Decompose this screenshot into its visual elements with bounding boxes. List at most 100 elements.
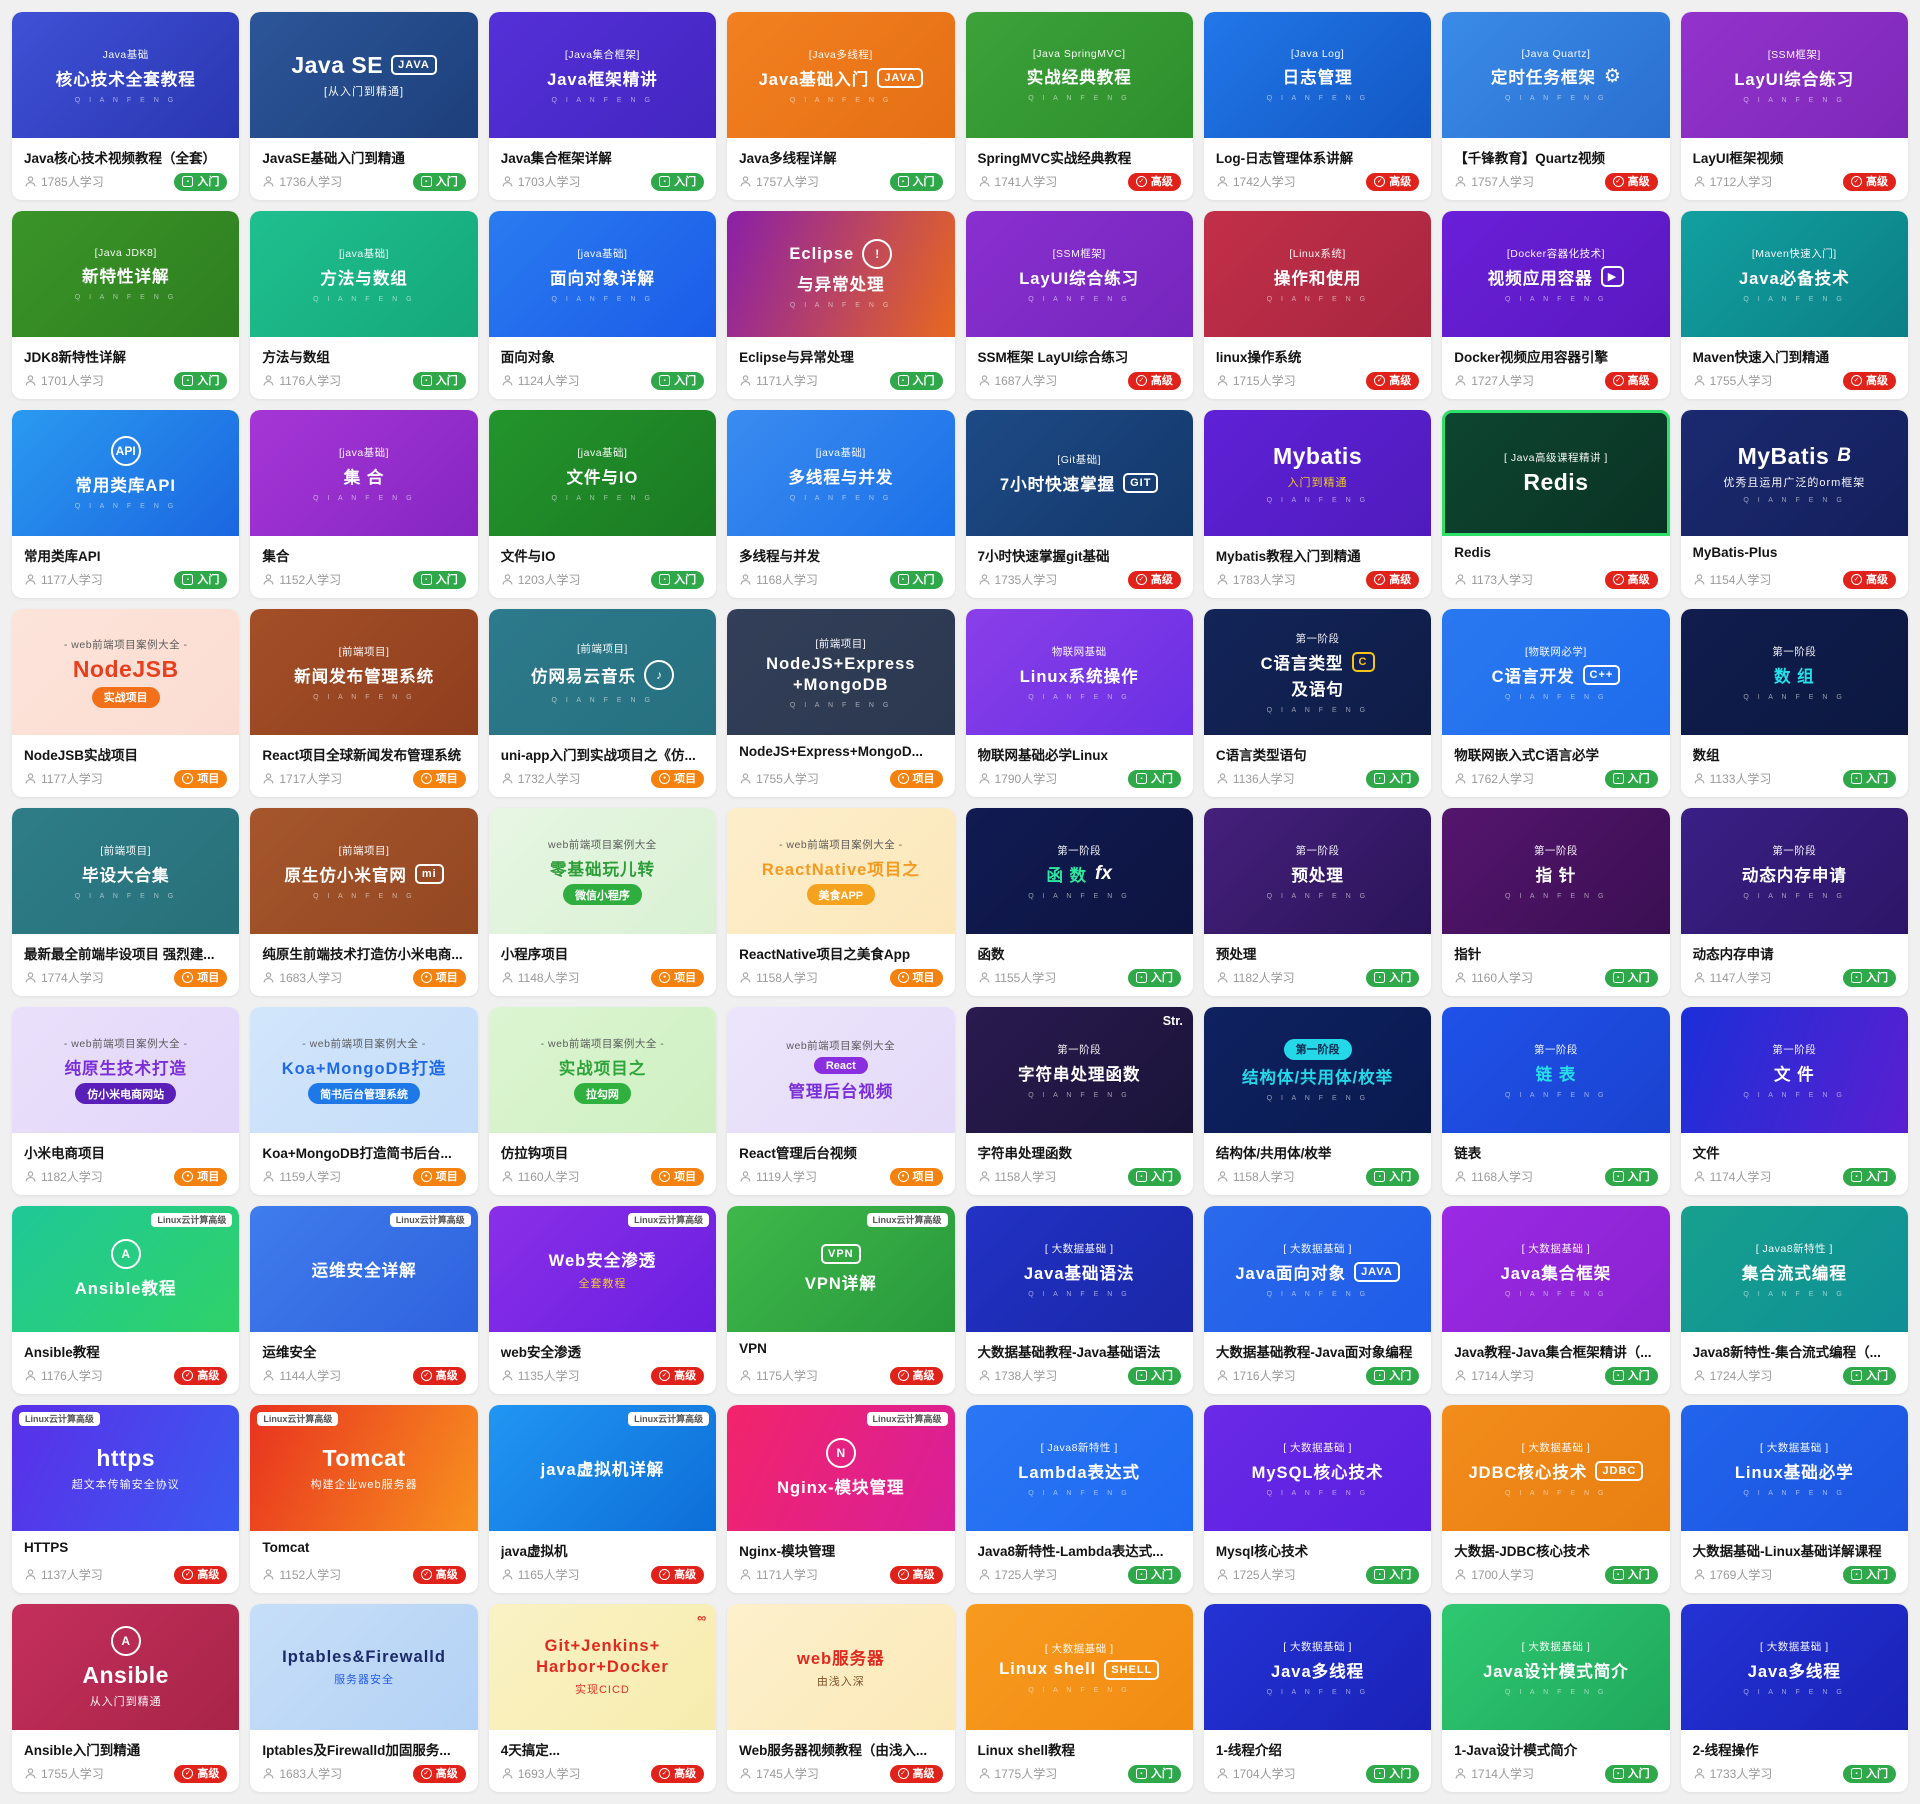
thumb-label: 物联网基础 bbox=[1051, 645, 1107, 658]
learner-count-text: 1724人学习 bbox=[1709, 1369, 1773, 1384]
course-thumbnail: [Java SpringMVC] 实战经典教程 Q I A N F E N G bbox=[965, 12, 1193, 138]
course-card[interactable]: [Maven快速入门] Java必备技术 Q I A N F E N G Mav… bbox=[1680, 211, 1908, 399]
course-card[interactable]: [物联网必学] C语言开发 C++ Q I A N F E N G 物联网嵌入式… bbox=[1442, 609, 1670, 797]
course-card[interactable]: 第一阶段 结构体/共用体/枚举 Q I A N F E N G 结构体/共用体/… bbox=[1203, 1007, 1432, 1195]
course-card[interactable]: [Java JDK8] 新特性详解 Q I A N F E N G JDK8新特… bbox=[12, 211, 240, 399]
course-card[interactable]: Linux云计算高级 A Ansible教程 Ansible教程 bbox=[12, 1206, 240, 1394]
course-card[interactable]: [ Java8新特性 ] Lambda表达式 Q I A N F E N G J… bbox=[965, 1405, 1193, 1593]
course-card[interactable]: 物联网基础 Linux系统操作 Q I A N F E N G 物联网基础必学L… bbox=[965, 609, 1193, 797]
course-card[interactable]: MyBatis B 优秀且运用广泛的orm框架 Q I A N F E N G … bbox=[1680, 410, 1908, 598]
course-card[interactable]: 第一阶段 链 表 Q I A N F E N G 链表 1168人学习 bbox=[1442, 1007, 1670, 1195]
learner-count: 1716人学习 bbox=[1216, 1367, 1296, 1384]
course-card[interactable]: - web前端项目案例大全 - 实战项目之 拉勾网 仿拉钩项目 1160人学 bbox=[488, 1007, 717, 1195]
course-card[interactable]: [Java Log] 日志管理 Q I A N F E N G Log-日志管理… bbox=[1203, 12, 1432, 200]
course-card[interactable]: [ Java高级课程精讲 ] Redis Redis 1173人学习 bbox=[1442, 410, 1670, 598]
course-card[interactable]: 第一阶段 数 组 Q I A N F E N G 数组 1133人学习 bbox=[1680, 609, 1908, 797]
course-card[interactable]: [SSM框架] LayUI综合练习 Q I A N F E N G SSM框架 … bbox=[965, 211, 1193, 399]
course-card[interactable]: [ 大数据基础 ] Java多线程 Q I A N F E N G 1-线程介绍 bbox=[1203, 1604, 1432, 1792]
course-card[interactable]: [Linux系统] 操作和使用 Q I A N F E N G linux操作系… bbox=[1203, 211, 1432, 399]
course-card[interactable]: A Ansible 从入门到精通 Ansible入门到精通 1755人学习 bbox=[12, 1604, 240, 1792]
course-card[interactable]: - web前端项目案例大全 - NodeJSB 实战项目 NodeJSB实战项目 bbox=[12, 609, 240, 797]
course-card[interactable]: [Java集合框架] Java框架精讲 Q I A N F E N G Java… bbox=[488, 12, 717, 200]
course-card[interactable]: - web前端项目案例大全 - 纯原生技术打造 仿小米电商网站 小米电商项目 bbox=[12, 1007, 240, 1195]
thumb-brand: Q I A N F E N G bbox=[1266, 95, 1369, 102]
course-card[interactable]: [ Java8新特性 ] 集合流式编程 Q I A N F E N G Java… bbox=[1680, 1206, 1908, 1394]
level-badge: 项目 bbox=[889, 968, 943, 987]
course-card[interactable]: Linux云计算高级 VPN VPN详解 VPN bbox=[727, 1206, 955, 1394]
course-card[interactable]: [ 大数据基础 ] Java集合框架 Q I A N F E N G Java教… bbox=[1442, 1206, 1670, 1394]
course-card[interactable]: [ 大数据基础 ] Java多线程 Q I A N F E N G 2-线程操作 bbox=[1680, 1604, 1908, 1792]
level-badge-text: 高级 bbox=[1627, 374, 1650, 387]
course-card[interactable]: Java基础 核心技术全套教程 Q I A N F E N G Java核心技术… bbox=[12, 12, 240, 200]
course-card[interactable]: Iptables&Firewalld 服务器安全 Iptables及Firewa… bbox=[250, 1604, 478, 1792]
course-card[interactable]: [ 大数据基础 ] Linux shell SHELL Q I A N F E … bbox=[965, 1604, 1193, 1792]
course-card[interactable]: Linux云计算高级 Tomcat 构建企业web服务器 Tomcat bbox=[250, 1405, 478, 1593]
thumb-title: 动态内存申请 bbox=[1741, 866, 1847, 885]
course-card[interactable]: Linux云计算高级 N Nginx-模块管理 Nginx-模块管理 bbox=[727, 1405, 955, 1593]
course-card[interactable]: [java基础] 方法与数组 Q I A N F E N G 方法与数组 1 bbox=[250, 211, 478, 399]
course-thumbnail: [ 大数据基础 ] Java多线程 Q I A N F E N G bbox=[1680, 1604, 1908, 1730]
course-card[interactable]: [Java多线程] Java基础入门 JAVA Q I A N F E N G … bbox=[727, 12, 955, 200]
learner-count: 1148人学习 bbox=[501, 969, 580, 986]
course-card[interactable]: [Git基础] 7小时快速掌握 GIT 7小时快速掌握git基础 1735人 bbox=[965, 410, 1193, 598]
level-badge-icon bbox=[1851, 1171, 1862, 1183]
course-card[interactable]: [ 大数据基础 ] Java设计模式简介 Q I A N F E N G 1-J… bbox=[1442, 1604, 1670, 1792]
course-card[interactable]: 第一阶段 函 数 fx Q I A N F E N G 函数 1155人学习 bbox=[965, 808, 1193, 996]
course-title: 指针 bbox=[1454, 947, 1482, 962]
course-card[interactable]: Str. 第一阶段 字符串处理函数 Q I A N F E N G 字符串处理函… bbox=[965, 1007, 1193, 1195]
course-card[interactable]: [Java SpringMVC] 实战经典教程 Q I A N F E N G … bbox=[965, 12, 1193, 200]
course-card[interactable]: 第一阶段 文 件 Q I A N F E N G 文件 1174人学习 bbox=[1680, 1007, 1908, 1195]
course-card[interactable]: [java基础] 面向对象详解 Q I A N F E N G 面向对象 1 bbox=[488, 211, 717, 399]
course-card[interactable]: web前端项目案例大全 React 管理后台视频 React管理后台视频 1 bbox=[727, 1007, 955, 1195]
course-card[interactable]: 第一阶段 预处理 Q I A N F E N G 预处理 1182人学习 bbox=[1203, 808, 1432, 996]
course-card[interactable]: API 常用类库API Q I A N F E N G 常用类库API 1177… bbox=[12, 410, 240, 598]
person-icon bbox=[1694, 574, 1705, 585]
course-card[interactable]: [ 大数据基础 ] Linux基础必学 Q I A N F E N G 大数据基… bbox=[1680, 1405, 1908, 1593]
course-card[interactable]: - web前端项目案例大全 - Koa+MongoDB打造 简书后台管理系统 K… bbox=[250, 1007, 478, 1195]
person-icon bbox=[263, 1768, 274, 1779]
course-card[interactable]: Linux云计算高级 Web安全渗透 全套教程 web安全渗透 bbox=[488, 1206, 717, 1394]
course-card[interactable]: [ 大数据基础 ] JDBC核心技术 JDBC Q I A N F E N G … bbox=[1442, 1405, 1670, 1593]
course-card[interactable]: [前端项目] 新闻发布管理系统 Q I A N F E N G React项目全… bbox=[250, 609, 478, 797]
course-card[interactable]: - web前端项目案例大全 - ReactNative项目之 美食APP Rea… bbox=[727, 808, 955, 996]
thumb-corner-badge: Linux云计算高级 bbox=[257, 1412, 339, 1426]
course-card[interactable]: [ 大数据基础 ] Java基础语法 Q I A N F E N G 大数据基础… bbox=[965, 1206, 1193, 1394]
course-card[interactable]: Linux云计算高级 https 超文本传输安全协议 HTTPS bbox=[12, 1405, 240, 1593]
course-card[interactable]: web前端项目案例大全 零基础玩儿转 微信小程序 小程序项目 1148人学习 bbox=[488, 808, 717, 996]
level-badge-text: 入门 bbox=[197, 175, 220, 188]
learner-count-text: 1158人学习 bbox=[1232, 1170, 1295, 1185]
thumb-brand: Q I A N F E N G bbox=[1266, 1489, 1369, 1497]
course-card[interactable]: [前端项目] 仿网易云音乐 ♪ Q I A N F E N G uni-app入… bbox=[488, 609, 717, 797]
course-card[interactable]: [java基础] 文件与IO Q I A N F E N G 文件与IO 1 bbox=[488, 410, 717, 598]
course-card[interactable]: 第一阶段 动态内存申请 Q I A N F E N G 动态内存申请 114 bbox=[1680, 808, 1908, 996]
course-thumbnail: [java基础] 多线程与并发 Q I A N F E N G bbox=[727, 410, 955, 536]
course-card[interactable]: [前端项目] 毕设大合集 Q I A N F E N G 最新最全前端毕设项目 … bbox=[12, 808, 240, 996]
course-card[interactable]: ∞ Git+Jenkins+ Harbor+Docker 实现CICD 4天搞定… bbox=[488, 1604, 717, 1792]
course-card[interactable]: 第一阶段 指 针 Q I A N F E N G 指针 1160人学习 bbox=[1442, 808, 1670, 996]
thumb-brand: Q I A N F E N G bbox=[1743, 1688, 1846, 1696]
course-card[interactable]: Java SE JAVA [从入门到精通] JavaSE基础入门到精通 1736… bbox=[250, 12, 478, 200]
course-card[interactable]: [Java Quartz] 定时任务框架 ⚙ Q I A N F E N G 【… bbox=[1442, 12, 1670, 200]
course-card[interactable]: [SSM框架] LayUI综合练习 Q I A N F E N G LayUI框… bbox=[1680, 12, 1908, 200]
course-card[interactable]: [java基础] 集 合 Q I A N F E N G 集合 1152人学 bbox=[250, 410, 478, 598]
course-card[interactable]: [java基础] 多线程与并发 Q I A N F E N G 多线程与并发 bbox=[727, 410, 955, 598]
course-card[interactable]: [前端项目] 原生仿小米官网 mi Q I A N F E N G 纯原生前端技… bbox=[250, 808, 478, 996]
course-card[interactable]: Linux云计算高级 运维安全详解 运维安全 bbox=[250, 1206, 478, 1394]
course-card[interactable]: [Docker容器化技术] 视频应用容器 ▶ Q I A N F E N G D… bbox=[1442, 211, 1670, 399]
level-badge-icon bbox=[182, 1569, 194, 1581]
course-title: 物联网嵌入式C语言必学 bbox=[1454, 748, 1599, 763]
course-card[interactable]: web服务器 由浅入深 Web服务器视频教程（由浅入... 1745人学习 bbox=[727, 1604, 955, 1792]
course-card[interactable]: [前端项目] NodeJS+Express +MongoDB Q I A N F… bbox=[727, 609, 955, 797]
course-card[interactable]: [ 大数据基础 ] MySQL核心技术 Q I A N F E N G Mysq… bbox=[1203, 1405, 1432, 1593]
course-card[interactable]: Linux云计算高级 java虚拟机详解 java虚拟机 bbox=[488, 1405, 717, 1593]
course-title: JDK8新特性详解 bbox=[24, 350, 127, 365]
level-badge-icon bbox=[420, 176, 432, 188]
course-card[interactable]: 第一阶段 C语言类型 C 及语句 Q I A N F E N G C语言类型语句 bbox=[1203, 609, 1432, 797]
course-card[interactable]: [ 大数据基础 ] Java面向对象 JAVA Q I A N F E N G … bbox=[1203, 1206, 1432, 1394]
learner-count-text: 1757人学习 bbox=[1471, 175, 1534, 190]
level-badge-icon bbox=[1612, 773, 1624, 785]
course-card[interactable]: Eclipse ! 与异常处理 Q I A N F E N G Eclipse与… bbox=[727, 211, 955, 399]
learner-count-text: 1757人学习 bbox=[756, 175, 819, 190]
course-thumbnail: - web前端项目案例大全 - 纯原生技术打造 仿小米电商网站 bbox=[12, 1007, 240, 1133]
course-card[interactable]: Mybatis 入门到精通 Q I A N F E N G Mybatis教程入… bbox=[1203, 410, 1432, 598]
